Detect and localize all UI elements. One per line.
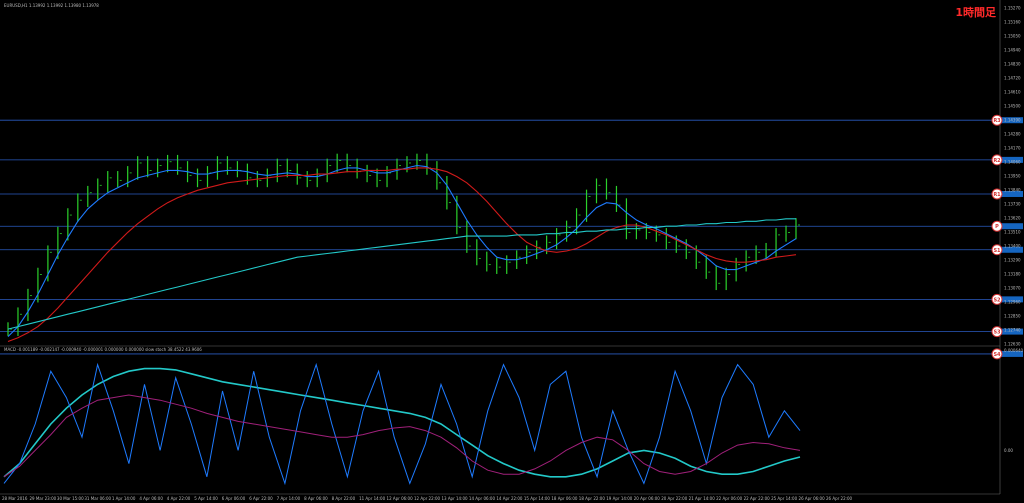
y-tick-label: 1.14720 (1004, 76, 1021, 81)
x-axis: 28 Mar 2016 29 Mar 23:00 30 Mar 15:00 31 Ma… (2, 496, 853, 501)
y-tick-label: 1.14830 (1004, 62, 1021, 67)
x-tick-label: 8 Apr 06:00 (304, 496, 328, 501)
y-tick-label: 1.14280 (1004, 132, 1021, 137)
level-badge-text: P (995, 224, 999, 230)
level-price-box (1001, 117, 1023, 124)
level-price-box (1001, 296, 1023, 303)
oscillator-panel: 0.000640 0.00 (3, 348, 1024, 486)
y-tick-label: 1.14940 (1004, 48, 1021, 53)
x-tick-label: 4 Apr 22:00 (167, 496, 191, 501)
y-tick-label: 1.13840 (1004, 188, 1021, 193)
x-tick-label: 22 Apr 22:00 (744, 496, 771, 501)
level-badge-text: R2 (993, 158, 1001, 164)
level-price-box (1001, 246, 1023, 253)
x-tick-label: 20 Apr 06:00 (634, 496, 661, 501)
level-price-box (1001, 190, 1023, 197)
y-tick-label: 1.14500 (1004, 104, 1021, 109)
x-tick-label: 6 Apr 22:00 (249, 496, 273, 501)
y-tick-label: 1.13620 (1004, 216, 1021, 221)
x-tick-label: 12 Apr 22:00 (414, 496, 441, 501)
x-tick-label: 14 Apr 22:00 (496, 496, 523, 501)
y-tick-label: 1.14390 (1004, 118, 1021, 123)
level-price-box (1001, 156, 1023, 163)
x-tick-label: 18 Apr 06:00 (551, 496, 578, 501)
osc-y-tick-label: 0.000640 (1004, 348, 1024, 353)
x-tick-label: 21 Apr 14:00 (689, 496, 716, 501)
pivot-levels: R3 R2 R1 P S1 S2 S3 S4 (0, 114, 1023, 360)
oscillator-line (3, 362, 801, 486)
level-badge-text: S4 (993, 352, 1001, 358)
symbol-info: EURUSD,H1 1.13992 1.13992 1.13980 1.1397… (4, 3, 99, 8)
y-tick-label: 1.13180 (1004, 272, 1021, 277)
y-tick-label: 1.12850 (1004, 314, 1021, 319)
y-tick-label: 1.15270 (1004, 6, 1021, 11)
level-price-box (1001, 223, 1023, 230)
level-badge-text: S3 (993, 330, 1001, 336)
y-tick-label: 1.13950 (1004, 174, 1021, 179)
y-tick-label: 1.14170 (1004, 146, 1021, 151)
moving-averages (7, 164, 797, 343)
x-tick-label: 26 Apr 22:00 (826, 496, 853, 501)
chart-grid (0, 0, 1001, 495)
x-tick-label: 4 Apr 06:00 (139, 496, 163, 501)
level-badge (991, 348, 1003, 360)
y-tick-label: 1.15050 (1004, 34, 1021, 39)
x-tick-label: 18 Apr 22:00 (579, 496, 606, 501)
y-tick-label: 1.12630 (1004, 342, 1021, 347)
y-tick-label: 1.12960 (1004, 300, 1021, 305)
level-price-box (1001, 328, 1023, 335)
level-badge (991, 293, 1003, 305)
y-tick-label: 1.13730 (1004, 202, 1021, 207)
level-badge (991, 188, 1003, 200)
ma-line (7, 164, 797, 337)
y-tick-label: 1.14610 (1004, 90, 1021, 95)
ma-line (7, 167, 797, 343)
level-badge (991, 154, 1003, 166)
x-tick-label: 28 Mar 2016 (2, 496, 28, 501)
x-tick-label: 20 Apr 22:00 (661, 496, 688, 501)
x-tick-label: 14 Apr 06:00 (469, 496, 496, 501)
timeframe-badge: 1時間足 (955, 6, 996, 19)
x-tick-label: 6 Apr 06:00 (222, 496, 246, 501)
level-badge (991, 220, 1003, 232)
y-tick-label: 1.13510 (1004, 230, 1021, 235)
level-badge-text: S1 (993, 248, 1001, 254)
x-tick-label: 25 Apr 14:00 (771, 496, 798, 501)
osc-y-tick-label: 0.00 (1004, 448, 1013, 453)
x-tick-label: 15 Apr 14:00 (524, 496, 551, 501)
level-badge (991, 114, 1003, 126)
x-tick-label: 1 Apr 14:00 (112, 496, 136, 501)
x-tick-label: 7 Apr 14:00 (277, 496, 301, 501)
x-tick-label: 13 Apr 14:00 (441, 496, 468, 501)
x-tick-label: 5 Apr 14:00 (194, 496, 218, 501)
oscillator-line (3, 367, 801, 478)
y-tick-label: 1.15160 (1004, 20, 1021, 25)
x-tick-label: 31 Mar 06:00 (84, 496, 111, 501)
level-badge (991, 326, 1003, 338)
level-badge-text: R3 (993, 118, 1001, 124)
level-badge-text: S2 (993, 297, 1001, 303)
y-tick-label: 1.12740 (1004, 328, 1021, 333)
y-axis: 1.15270 1.15160 1.15050 1.14940 1.14830 1.147… (1004, 6, 1021, 347)
x-tick-label: 12 Apr 06:00 (387, 496, 414, 501)
y-tick-label: 1.13400 (1004, 244, 1021, 249)
x-tick-label: 26 Apr 06:00 (799, 496, 826, 501)
level-badge-text: R1 (993, 192, 1001, 198)
x-tick-label: 29 Mar 23:00 (29, 496, 56, 501)
oscillator-line (3, 394, 801, 478)
ma-line (7, 218, 796, 330)
macd-info: MACD -0.001189 -0.002147 -0.000940 -0.00… (4, 347, 202, 352)
x-tick-label: 8 Apr 22:00 (332, 496, 356, 501)
x-tick-label: 19 Apr 14:00 (606, 496, 633, 501)
y-tick-label: 1.13070 (1004, 286, 1021, 291)
level-price-box (1001, 350, 1023, 357)
y-tick-label: 1.14060 (1004, 160, 1021, 165)
x-tick-label: 30 Mar 15:00 (57, 496, 84, 501)
y-tick-label: 1.13290 (1004, 258, 1021, 263)
x-tick-label: 11 Apr 14:00 (359, 496, 386, 501)
x-tick-label: 22 Apr 06:00 (716, 496, 743, 501)
level-badge (991, 244, 1003, 256)
price-bars (7, 153, 800, 336)
